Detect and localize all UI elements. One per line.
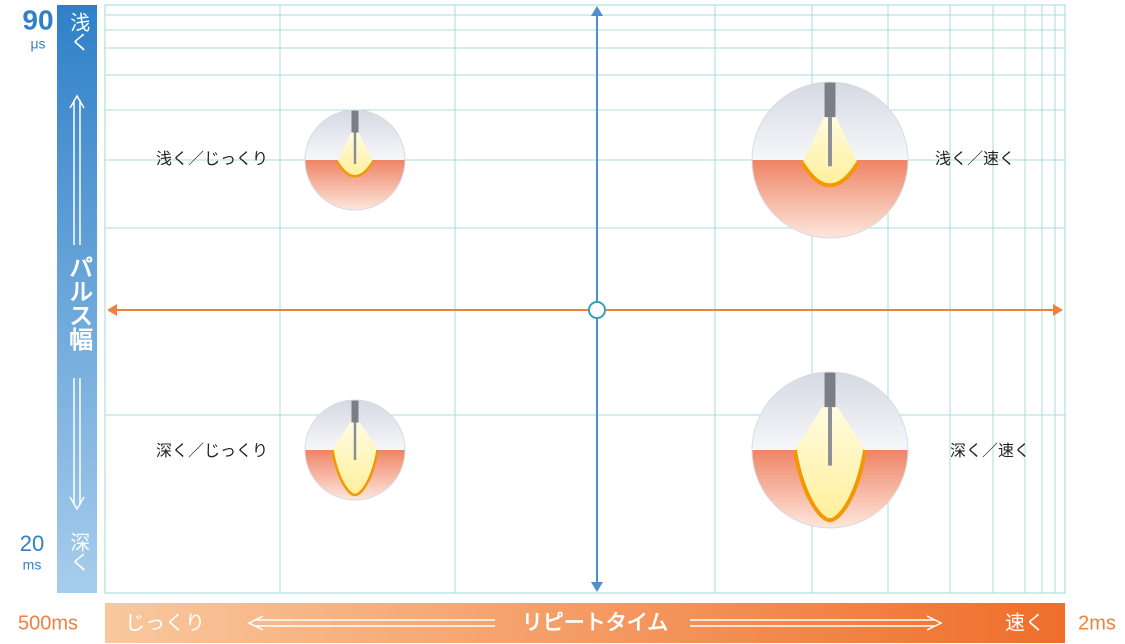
x-left-value: 500ms: [18, 612, 78, 634]
origin: [588, 301, 606, 319]
icon-probe: [824, 372, 836, 408]
y-title: パルス幅: [65, 255, 92, 351]
icon-border: [304, 399, 406, 501]
icon-edge: [800, 161, 860, 188]
y-top-unit: μs: [30, 36, 45, 52]
y-top-value: 90: [22, 4, 53, 35]
icon: [752, 372, 908, 528]
x-right-value: 2ms: [1078, 612, 1116, 634]
grid-frame: [104, 4, 1066, 594]
icon-border: [304, 109, 406, 211]
y-bar: [57, 5, 97, 593]
icon-border: [751, 371, 909, 529]
icon-probe: [351, 400, 359, 423]
y-arrows: [69, 94, 85, 511]
x-left-label: じっくり: [125, 612, 205, 634]
icon-border: [751, 81, 909, 239]
icon-edge: [335, 160, 375, 178]
icon-probe: [824, 82, 836, 118]
y-top-label: 浅く: [67, 12, 90, 52]
quadrant-label: 浅く／速く: [935, 150, 1015, 168]
quadrant-label: 浅く／じっくり: [156, 150, 268, 168]
x-right-label: 速く: [1005, 611, 1045, 634]
quadrant-label: 深く／速く: [950, 442, 1030, 460]
icon: [305, 400, 405, 500]
icon: [305, 110, 405, 210]
x-arrows: [247, 615, 943, 631]
y-bottom-unit: ms: [23, 557, 42, 573]
icon-edge: [792, 449, 868, 523]
icon-probe: [351, 110, 359, 133]
y-bottom-value: 20: [20, 531, 44, 556]
x-bar: [105, 603, 1065, 643]
quadrant-label: 深く／じっくり: [156, 442, 268, 460]
x-title: リピートタイム: [522, 612, 669, 635]
y-bottom-label: 深く: [67, 532, 90, 572]
icon-edge: [331, 449, 379, 497]
icon: [752, 82, 908, 238]
